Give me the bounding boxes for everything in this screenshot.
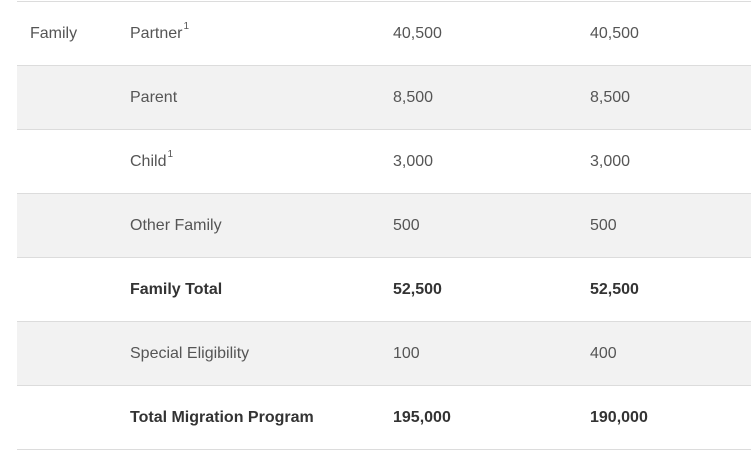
stream-cell: Child1: [130, 129, 393, 194]
stream-cell: Special Eligibility: [130, 321, 393, 386]
table-row-parent: Parent 8,500 8,500: [17, 65, 751, 130]
category-cell: [17, 321, 130, 386]
first-value-cell: 52,500: [393, 257, 590, 322]
stream-cell: Other Family: [130, 193, 393, 258]
stream-cell: Total Migration Program: [130, 385, 393, 450]
second-value-cell: 400: [590, 321, 751, 386]
stream-label: Child: [130, 152, 167, 170]
stream-label: Special Eligibility: [130, 344, 250, 362]
first-value-cell: 500: [393, 193, 590, 258]
stream-label: Parent: [130, 88, 178, 106]
second-value-cell: 8,500: [590, 65, 751, 130]
table-row-other-family: Other Family 500 500: [17, 193, 751, 258]
stream-label: Family Total: [130, 280, 223, 298]
stream-label: Partner: [130, 24, 183, 42]
second-value-cell: 500: [590, 193, 751, 258]
category-cell: [17, 257, 130, 322]
stream-cell: Partner1: [130, 1, 393, 66]
category-cell: [17, 129, 130, 194]
footnote-marker: 1: [167, 149, 174, 161]
first-value-cell: 100: [393, 321, 590, 386]
footnote-marker: 1: [183, 21, 190, 33]
second-value-cell: 3,000: [590, 129, 751, 194]
category-cell: [17, 385, 130, 450]
first-value-cell: 195,000: [393, 385, 590, 450]
stream-label: Other Family: [130, 216, 222, 234]
first-value-cell: 3,000: [393, 129, 590, 194]
table-row-family-total: Family Total 52,500 52,500: [17, 257, 751, 322]
table-row-partner: Family Partner1 40,500 40,500: [17, 1, 751, 66]
category-cell: Family: [17, 1, 130, 66]
table-row-total-migration-program: Total Migration Program 195,000 190,000: [17, 385, 751, 450]
stream-label: Total Migration Program: [130, 408, 314, 426]
first-value-cell: 40,500: [393, 1, 590, 66]
category-cell: [17, 193, 130, 258]
table-row-child: Child1 3,000 3,000: [17, 129, 751, 194]
first-value-cell: 8,500: [393, 65, 590, 130]
second-value-cell: 40,500: [590, 1, 751, 66]
stream-cell: Family Total: [130, 257, 393, 322]
stream-cell: Parent: [130, 65, 393, 130]
migration-program-table: Family Partner1 40,500 40,500 Parent 8,5…: [17, 1, 751, 450]
second-value-cell: 190,000: [590, 385, 751, 450]
second-value-cell: 52,500: [590, 257, 751, 322]
category-cell: [17, 65, 130, 130]
table-row-special-eligibility: Special Eligibility 100 400: [17, 321, 751, 386]
